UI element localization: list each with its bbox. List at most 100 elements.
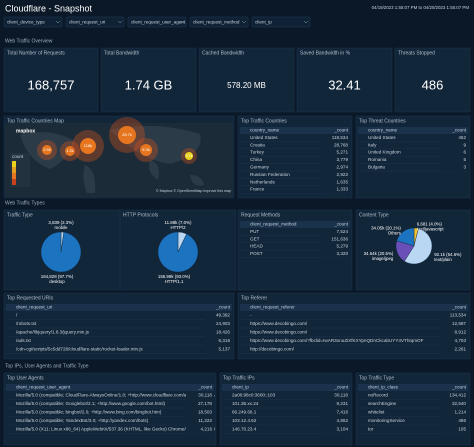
filter-label[interactable]: client_ip [255, 20, 272, 25]
panel: Top Traffic Countries Map 2.9k 1.3k 118k 28.… [3, 115, 235, 199]
cell: Mozilla/5.0 (compatible; bingbot/2.0; +h… [16, 409, 162, 414]
filter-box[interactable] [189, 16, 249, 28]
cell-bg [440, 336, 468, 345]
stat-value: 578.20 MB [227, 81, 266, 90]
cell: Romania [368, 157, 387, 162]
pie-value-label: 164,828 (97.7%) [41, 274, 74, 279]
filter-caret[interactable] [117, 20, 123, 24]
panel-title: Total Number of Requests [7, 50, 65, 56]
cell: China [250, 157, 262, 162]
panel: Saved Bandwidth in % 32.41 [296, 47, 393, 113]
cell: Mozilla/5.0 (compatible; Googlebot/2.1; … [16, 401, 165, 406]
cell: Bulgaria [368, 165, 385, 170]
panel: Request Methods client_request_method _cou… [237, 209, 353, 291]
cell-count: 4,862 [337, 418, 349, 423]
time-range[interactable]: 04/19/2023 1:55:07 PM to 04/20/2023 1:55… [372, 5, 470, 10]
filter-box[interactable] [3, 16, 63, 28]
panel-title: Top Requested URIs [7, 295, 54, 301]
pie-slice [157, 231, 199, 273]
cell-count: 151,636 [331, 236, 348, 241]
cell-bg [440, 319, 468, 328]
filter-caret[interactable] [241, 20, 247, 24]
cell-count: 24,903 [216, 321, 230, 326]
cell-bg [440, 134, 468, 142]
panel-title: Top Traffic Countries [241, 118, 287, 124]
cell-count: 3,104 [337, 426, 349, 431]
legend-swatch [12, 173, 16, 179]
filter-caret[interactable] [179, 20, 185, 24]
pie-value-label: 155.99k (93.0%) [158, 274, 191, 279]
column-header: _count [197, 385, 213, 390]
filter-label[interactable]: client_request_user_agent [131, 20, 186, 25]
cell-count: 486 [458, 418, 466, 423]
table-header-bg [358, 127, 468, 134]
filter-label[interactable]: client_device_type [7, 20, 45, 25]
section-header: Top IPs, User Agents and Traffic Type [5, 363, 89, 369]
pie-category-label: text/plain [434, 257, 452, 262]
filter-box[interactable] [65, 16, 125, 28]
cell: United Kingdom [368, 150, 401, 155]
cell: France [250, 187, 265, 192]
legend-swatch [12, 179, 16, 185]
map-bubble [42, 145, 52, 155]
cell-bg [322, 171, 350, 179]
filter-caret[interactable] [303, 20, 309, 24]
stat-value: 168,757 [28, 77, 75, 92]
panel-content: client_request_user_agent _count Mozilla/5… [6, 384, 215, 434]
cell: 101.35.xx.24 [232, 401, 259, 406]
cell-count: 134,412 [449, 392, 466, 397]
map-bubble [185, 152, 193, 160]
section-header: Web Traffic Types [5, 200, 45, 206]
cell-bg [186, 391, 214, 400]
pie-category-label: mobile [55, 225, 68, 230]
cell-bg [186, 399, 214, 408]
cell: United States [250, 135, 278, 140]
cell-count: 462 [458, 135, 466, 140]
table-header-bg [240, 221, 350, 228]
panel: Top Threat Countries country_name _count Un… [355, 115, 471, 199]
column-header: client_ip_class [368, 385, 399, 390]
cell: /robots.txt [16, 321, 37, 326]
cell-count: 4,703 [455, 338, 467, 343]
cell-bg [440, 408, 468, 417]
cell: http://decobingo.com/ [250, 346, 295, 351]
map-bubble-label: 28.7k [122, 132, 132, 137]
filter-label[interactable]: client_request_uri [69, 20, 105, 25]
cell-count: 27,178 [198, 401, 212, 406]
filter-caret[interactable] [55, 20, 61, 24]
column-header: _count [333, 128, 349, 133]
legend-swatch [12, 167, 16, 173]
cell-count: 7,524 [337, 229, 349, 234]
cell-count: 9,231 [337, 401, 349, 406]
cell-count: 30,118 [198, 392, 212, 397]
pie-slice [396, 227, 415, 247]
pie-category-label: desktop [49, 279, 65, 284]
pie-category-label: HTTP/2 [170, 225, 186, 230]
cell-count: 8,912 [455, 329, 467, 334]
cell-count: 6 [463, 150, 466, 155]
column-header: client_request_method [250, 222, 297, 227]
cell-count: 4,216 [201, 426, 213, 431]
panel: Top Traffic IPs client_ip _count 2a06:98c0:… [219, 372, 353, 446]
panel-content: 2.9k 1.3k 118k 28.7k 5.3k 3.7k mapbox count © Ma… [5, 117, 233, 197]
cell-count: 5,279 [337, 244, 349, 249]
cell-bg [440, 345, 468, 354]
pie-category-label: HTTP/1.1 [165, 279, 184, 284]
panel-content: country_name _count United States 118,534 Cr… [240, 127, 350, 194]
table-header-bg [240, 127, 350, 134]
panel-title: Top Traffic IPs [223, 375, 255, 381]
cell-bg [322, 148, 350, 157]
panel: Top Traffic Type client_ip_class _count noR… [355, 372, 471, 446]
cell-count: 2,974 [337, 165, 349, 170]
cell-bg [440, 391, 468, 400]
cell-count: 5,271 [337, 150, 349, 155]
filter-box[interactable] [251, 16, 311, 28]
pie-slice [40, 231, 82, 273]
filter-box[interactable] [127, 16, 187, 28]
filter-label[interactable]: client_request_method [193, 20, 240, 25]
legend-swatch [12, 161, 16, 167]
legend-title: count [12, 154, 24, 159]
